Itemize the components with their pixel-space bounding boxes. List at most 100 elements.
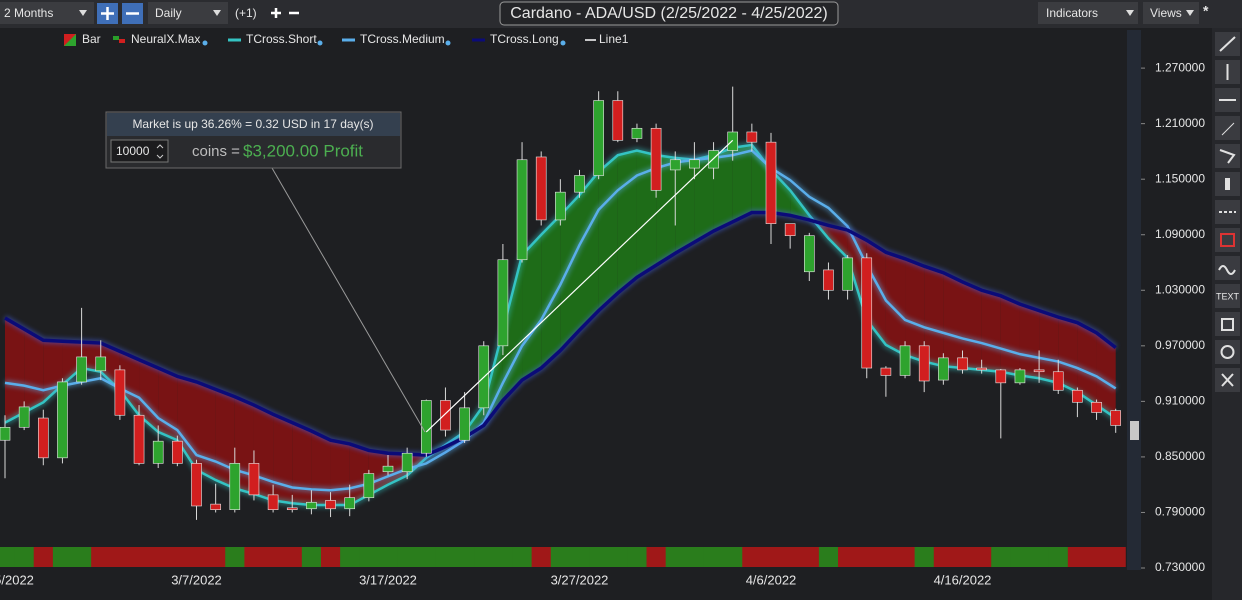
cloud (943, 272, 963, 369)
candle-body (784, 223, 796, 236)
curve-icon (1218, 265, 1236, 275)
cloud (1019, 304, 1040, 379)
cloud (119, 351, 140, 416)
signal-bar (761, 547, 782, 567)
signal-bar (723, 547, 743, 567)
cloud (579, 171, 599, 331)
tool-button[interactable] (1215, 256, 1240, 280)
candle-body (689, 159, 700, 169)
signal-bar (703, 547, 724, 567)
delete-icon (1221, 373, 1234, 387)
signal-bar (1106, 547, 1126, 567)
candle-body (459, 407, 470, 441)
candle-body (172, 440, 183, 464)
candle-body (152, 440, 164, 464)
range-dropdown[interactable] (0, 2, 94, 24)
x-tick-label: 3/7/2022 (171, 572, 222, 587)
circle-icon (1220, 345, 1235, 359)
spinner[interactable] (156, 144, 164, 159)
signal-bar (589, 547, 609, 567)
signal-bar (474, 547, 494, 567)
tool-button[interactable] (1215, 312, 1240, 336)
scrollbar[interactable] (1127, 30, 1141, 570)
indicators-dropdown[interactable] (1038, 2, 1138, 24)
y-tick-label: 1.090000 (1155, 227, 1205, 241)
signal-bar (1010, 547, 1031, 567)
star[interactable]: * (1203, 3, 1209, 19)
coins-input[interactable] (110, 139, 169, 163)
signal-bar (416, 547, 437, 567)
cloud (311, 430, 331, 506)
legend-label: TCross.Short (246, 32, 317, 46)
cloud (694, 155, 714, 243)
scrollbar-thumb[interactable] (1130, 421, 1139, 440)
legend-swatch (113, 36, 119, 40)
coins-label: coins = (192, 143, 240, 160)
fib-icon (1219, 149, 1236, 164)
candle-body (995, 369, 1007, 384)
candle-body (650, 127, 662, 191)
signal-bar (148, 547, 169, 567)
signal-bar (799, 547, 820, 567)
candle-body (823, 269, 834, 291)
cloud (675, 157, 695, 254)
step-plus-button[interactable] (271, 8, 281, 18)
candle-body (0, 426, 11, 441)
cloud (924, 266, 944, 367)
candle-body (899, 345, 911, 376)
legend-label: Line1 (599, 32, 629, 46)
signal-bar (359, 547, 379, 567)
tool-button[interactable] (1215, 228, 1240, 252)
candle-body (746, 131, 758, 143)
candle-body (420, 400, 432, 454)
candle-body (918, 345, 930, 382)
candle-body (631, 127, 643, 139)
candle-body (1014, 369, 1026, 384)
candle-body (210, 503, 221, 510)
tool-button[interactable] (1215, 116, 1240, 140)
signal-bar (0, 547, 16, 567)
signal-bar (340, 547, 360, 567)
annotation-headline: Market is up 36.26% = 0.32 USD in 17 day… (132, 117, 373, 131)
cloud (713, 147, 733, 232)
interval-dropdown[interactable] (148, 2, 228, 24)
line1 (425, 139, 734, 433)
signal-bar (397, 547, 418, 567)
ma-line (4, 149, 1117, 492)
profit-label: $3,200.00 Profit (243, 141, 363, 160)
candle-body (593, 100, 604, 176)
annotation-header (107, 113, 400, 136)
signal-bar (742, 547, 762, 567)
tool-button[interactable] (1215, 144, 1240, 168)
y-tick-label: 0.850000 (1155, 449, 1205, 463)
tool-button[interactable] (1215, 284, 1240, 308)
signal-bar (110, 547, 130, 567)
tool-button[interactable] (1215, 200, 1240, 224)
signal-bar (244, 547, 265, 567)
candle-body (248, 463, 260, 496)
dropdown-arrow (1126, 10, 1134, 16)
signal-bar (952, 547, 973, 567)
signal-bar (569, 547, 590, 567)
y-tick-label: 1.150000 (1155, 171, 1205, 185)
signal-bar (876, 547, 896, 567)
y-tick-label: 0.970000 (1155, 338, 1205, 352)
y-tick-label: 1.030000 (1155, 282, 1205, 296)
cloud (502, 255, 523, 401)
cloud (1000, 295, 1020, 376)
signal-bar (780, 547, 801, 567)
interval-label: Daily (155, 6, 182, 20)
x-tick-label: 4/16/2022 (934, 572, 992, 587)
candle-body (363, 473, 375, 498)
signal-bar (263, 547, 284, 567)
tool-button[interactable] (1215, 340, 1240, 364)
signal-bar (91, 547, 111, 567)
legend-dot (202, 40, 208, 46)
candle-body (37, 417, 49, 459)
signal-bar (991, 547, 1011, 567)
views-dropdown[interactable] (1143, 2, 1199, 24)
cloud (732, 144, 752, 222)
signal-bar (550, 547, 571, 567)
candle-body (842, 257, 853, 291)
